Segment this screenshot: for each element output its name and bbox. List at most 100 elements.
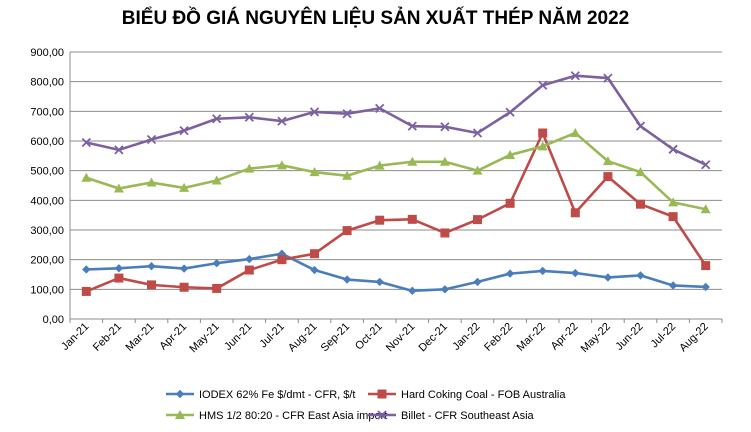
data-point-marker [114,264,124,273]
data-point-marker [440,285,450,294]
legend-label: Billet - CFR Southeast Asia [401,410,535,422]
series-3 [81,127,711,214]
data-point-marker [310,265,319,275]
marker-stroke [342,109,352,119]
y-tick-label: 400,00 [30,195,64,207]
x-tick-label: Jul-22 [649,321,679,351]
data-point-marker [603,273,613,282]
x-tick-label: Apr-21 [157,321,189,353]
x-tick-label: Mar-22 [515,321,548,354]
y-tick-label: 100,00 [30,284,64,296]
data-point-marker [212,283,222,293]
data-point-marker [374,160,385,170]
data-point-marker [377,410,387,420]
data-point-marker [309,167,320,177]
marker-stroke [375,103,385,114]
x-tick-label: Jul-21 [257,321,287,351]
y-tick-label: 800,00 [30,77,64,89]
data-point-marker [175,389,185,399]
data-point-marker [668,281,678,290]
x-tick-label: May-22 [579,321,613,355]
data-point-marker [179,182,190,192]
marker-stroke [603,73,613,83]
data-point-marker [114,273,124,283]
data-point-marker [635,167,646,177]
series-line [85,131,707,293]
data-point-marker [375,277,384,287]
x-tick-label: Feb-22 [482,321,515,354]
y-tick-label: 900,00 [30,47,64,59]
data-point-marker [602,156,613,166]
marker-stroke [407,121,417,131]
data-point-marker [179,125,189,136]
marker-stroke [212,114,222,124]
y-tick-label: 500,00 [30,166,64,178]
marker-stroke [114,145,124,155]
data-point-marker [701,282,710,292]
data-point-marker [505,107,515,117]
data-point-marker [505,198,515,208]
data-point-marker [244,163,255,173]
marker-stroke [570,71,580,81]
data-point-marker [668,144,678,154]
data-point-marker [440,228,450,238]
data-point-marker [211,175,222,185]
marker-stroke [81,137,91,148]
data-point-marker [571,268,580,278]
legend-label: Hard Coking Coal - FOB Australia [401,389,566,401]
x-tick-label: Dec-21 [416,321,450,355]
chart-title: BIỂU ĐỒ GIÁ NGUYÊN LIỆU SẢN XUẤT THÉP NĂ… [121,8,630,29]
marker-stroke [377,410,387,420]
x-tick-label: Mar-21 [123,321,156,354]
data-point-marker [113,183,124,193]
series-4 [81,71,711,170]
data-point-marker [701,160,711,170]
legend-item: IODEX 62% Fe $/dmt - CFR, $/t [166,389,356,401]
data-point-marker [668,212,678,222]
x-tick-label: Oct-21 [353,321,385,353]
legend-item: HMS 1/2 80:20 - CFR East Asia import [166,410,387,422]
marker-stroke [309,107,320,117]
series-2 [81,128,711,296]
data-point-marker [146,177,157,187]
data-point-marker [147,280,156,290]
data-point-marker [473,277,482,287]
y-tick-label: 300,00 [30,225,64,237]
y-tick-label: 600,00 [30,136,64,148]
data-point-marker [440,122,450,132]
marker-stroke [244,112,254,122]
data-point-marker [538,128,548,138]
data-point-marker [603,172,613,182]
marker-stroke [179,125,189,136]
data-point-marker [81,137,91,148]
data-point-marker [342,226,352,236]
data-point-marker [146,134,157,145]
data-point-marker [244,265,254,275]
data-point-marker [570,71,580,81]
data-point-marker [342,109,352,119]
data-point-marker [277,255,287,265]
marker-stroke [472,128,483,138]
data-point-marker [472,165,483,175]
y-tick-label: 700,00 [30,106,64,118]
marker-stroke [701,160,711,170]
data-point-marker [407,156,418,166]
series-layer [81,71,711,296]
marker-stroke [538,80,548,90]
data-point-marker [635,121,646,131]
data-point-marker [375,215,385,225]
data-point-marker [276,160,287,170]
data-point-marker [342,275,352,284]
series-1 [82,249,710,296]
data-point-marker [375,103,385,114]
data-point-marker [309,107,320,117]
data-point-marker [82,265,91,274]
legend: IODEX 62% Fe $/dmt - CFR, $/t Hard Coking… [166,389,566,422]
x-tick-label: Apr-22 [549,321,581,353]
x-tick-label: May-21 [187,321,221,355]
data-point-marker [147,261,156,271]
data-point-marker [407,121,417,131]
legend-label: HMS 1/2 80:20 - CFR East Asia import [199,410,387,422]
x-tick-label: Jan-22 [450,321,482,353]
data-point-marker [114,145,124,155]
